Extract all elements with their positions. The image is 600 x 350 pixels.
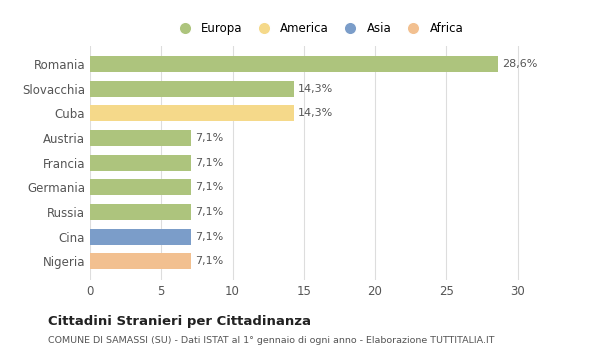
Bar [90, 155, 191, 171]
Bar [90, 229, 191, 245]
Text: 14,3%: 14,3% [298, 108, 334, 118]
Bar [90, 253, 191, 270]
Legend: Europa, America, Asia, Africa: Europa, America, Asia, Africa [169, 19, 467, 38]
Text: 28,6%: 28,6% [502, 59, 537, 69]
Text: Cittadini Stranieri per Cittadinanza: Cittadini Stranieri per Cittadinanza [48, 315, 311, 328]
Bar [90, 105, 294, 121]
Text: 7,1%: 7,1% [196, 207, 224, 217]
Bar [90, 130, 191, 146]
Text: 7,1%: 7,1% [196, 158, 224, 168]
Bar [90, 180, 191, 195]
Text: 7,1%: 7,1% [196, 133, 224, 143]
Bar [90, 56, 497, 72]
Text: 14,3%: 14,3% [298, 84, 334, 94]
Bar [90, 204, 191, 220]
Bar [90, 81, 294, 97]
Text: 7,1%: 7,1% [196, 182, 224, 192]
Text: COMUNE DI SAMASSI (SU) - Dati ISTAT al 1° gennaio di ogni anno - Elaborazione TU: COMUNE DI SAMASSI (SU) - Dati ISTAT al 1… [48, 336, 494, 345]
Text: 7,1%: 7,1% [196, 232, 224, 242]
Text: 7,1%: 7,1% [196, 256, 224, 266]
